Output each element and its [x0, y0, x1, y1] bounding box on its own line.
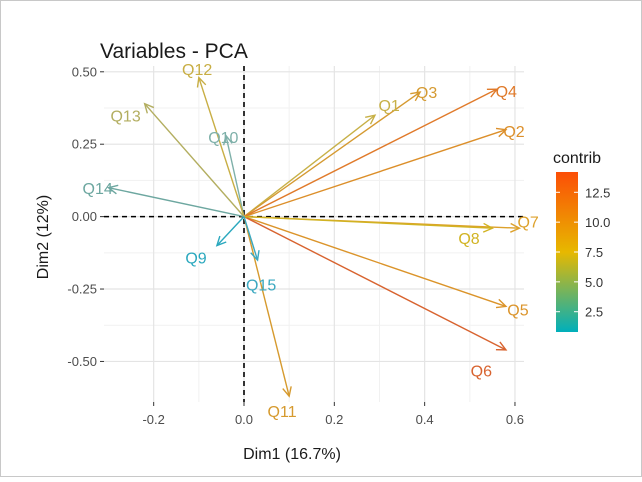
variable-label-q6: Q6: [471, 363, 492, 380]
arrow-q10-head: [222, 133, 233, 146]
variable-arrows: [106, 76, 522, 398]
x-tick-label: 0.0: [235, 412, 253, 427]
y-tick-label: 0.50: [72, 64, 97, 79]
arrow-q4-head: [486, 88, 499, 98]
variable-label-q12: Q12: [182, 62, 212, 79]
variable-label-q13: Q13: [110, 109, 140, 126]
arrow-q8: [243, 215, 493, 229]
variable-label-q10: Q10: [208, 130, 238, 147]
y-tick-label: -0.25: [67, 282, 97, 297]
variable-label-q8: Q8: [458, 231, 479, 248]
arrow-q3-head: [410, 91, 422, 102]
arrow-q3: [243, 91, 421, 218]
y-tick-label: 0.00: [72, 209, 97, 224]
chart-title: Variables - PCA: [100, 40, 248, 63]
arrow-q5-head: [495, 298, 508, 309]
y-tick-label: -0.50: [67, 354, 97, 369]
arrow-q14-head: [106, 184, 119, 195]
arrow-q6-head: [495, 341, 508, 351]
variable-label-q1: Q1: [378, 98, 399, 115]
legend-tick-label: 7.5: [585, 245, 603, 260]
arrow-q15: [243, 216, 259, 261]
x-tick-label: 0.4: [416, 412, 434, 427]
x-tick-label: -0.2: [142, 412, 164, 427]
y-axis-ticks: -0.50 -0.25 0.00 0.25 0.50: [67, 64, 104, 369]
variable-label-q5: Q5: [507, 302, 528, 319]
arrow-q7-head: [510, 222, 522, 233]
arrow-q12-head: [196, 76, 207, 88]
arrow-q12: [198, 77, 245, 217]
variable-label-q11: Q11: [268, 404, 297, 421]
legend-tick-label: 2.5: [585, 305, 603, 320]
variable-label-q4: Q4: [496, 84, 517, 101]
legend-ticks: 12.5 10.0 7.5 5.0 2.5: [556, 185, 610, 320]
variable-label-q7: Q7: [517, 215, 538, 232]
arrow-q2-head: [495, 127, 508, 138]
variable-label-q14: Q14: [83, 181, 113, 198]
arrow-q11: [243, 216, 290, 397]
variable-label-q9: Q9: [185, 250, 206, 267]
arrow-q9-head: [215, 235, 227, 247]
reference-lines: [104, 66, 524, 402]
arrow-q13-head: [143, 102, 155, 114]
arrow-q6: [243, 215, 507, 351]
arrow-q8-head: [482, 222, 494, 233]
legend-tick-label: 5.0: [585, 275, 603, 290]
x-axis-label: Dim1 (16.7%): [243, 446, 341, 463]
legend-colorbar: [556, 172, 578, 332]
x-tick-label: 0.2: [325, 412, 343, 427]
arrow-q10: [225, 135, 245, 217]
x-tick-label: 0.6: [506, 412, 524, 427]
variable-label-q15: Q15: [246, 278, 276, 295]
legend-tick-label: 12.5: [585, 185, 610, 200]
arrow-q15-head: [250, 250, 260, 262]
arrow-q5: [243, 215, 507, 308]
y-tick-label: 0.25: [72, 137, 97, 152]
x-axis-ticks: -0.2 0.0 0.2 0.4 0.6: [142, 402, 524, 427]
arrow-q1-head: [365, 114, 377, 125]
legend-tick-label: 10.0: [585, 215, 610, 230]
y-axis-label: Dim2 (12%): [35, 195, 52, 279]
arrow-q2: [243, 129, 507, 218]
variable-label-q3: Q3: [416, 85, 437, 102]
arrow-q11-head: [282, 386, 292, 398]
arrow-q1: [243, 114, 376, 218]
arrow-q4: [243, 88, 498, 218]
arrow-q13: [144, 103, 245, 218]
arrow-q9: [216, 216, 245, 247]
variable-label-q2: Q2: [503, 124, 524, 141]
contrib-legend: contrib 12.5 10.0 7.5 5.0 2.5: [553, 150, 610, 332]
arrow-q14: [108, 186, 245, 218]
legend-title: contrib: [553, 150, 601, 167]
variable-labels: Q1 Q2 Q3 Q4 Q5 Q6 Q7 Q8 Q9 Q10 Q11 Q12 Q13 Q14 Q15: [83, 62, 539, 421]
